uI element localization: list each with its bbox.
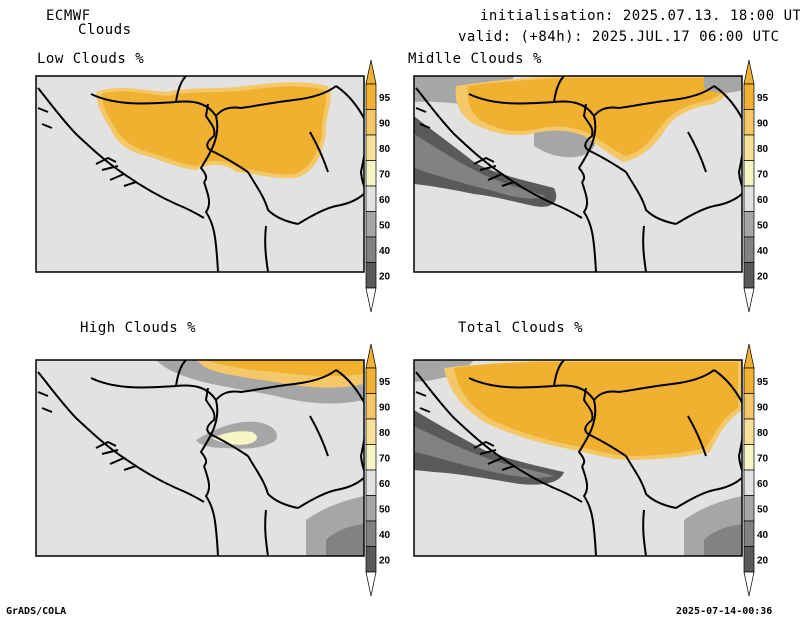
colorbar-swatch-40 [743,236,755,263]
colorbar-label-90: 90 [757,118,769,129]
colorbar-swatch-80 [365,418,377,445]
colorbar-swatch-40 [365,236,377,263]
valid-time: valid: (+84h): 2025.JUL.17 06:00 UTC [458,29,780,45]
footer-software: GrADS/COLA [6,606,67,617]
colorbar-swatch-20 [365,546,377,573]
colorbar-bottom: 95 90 80 70 60 50 40 20 [365,343,391,597]
colorbar-arrow-top [743,343,755,369]
colorbar-swatch-50 [365,211,377,238]
model-name: ECMWF [46,8,91,24]
colorbar-swatch-50 [743,495,755,522]
colorbar-label-60: 60 [379,195,391,206]
colorbar-swatch-40 [365,520,377,547]
colorbar-arrow-bottom [743,571,755,597]
colorbar-top: 95 90 80 70 60 50 40 20 [365,59,391,313]
colorbar-label-95: 95 [757,377,769,388]
panel-title-low: Low Clouds % [37,51,145,67]
colorbar-top-right: 95 90 80 70 60 50 40 20 [743,59,769,313]
colorbar-swatch-70 [365,444,377,471]
colorbar-swatch-70 [743,444,755,471]
colorbar-swatch-80 [743,134,755,161]
colorbar-swatch-95 [743,83,755,110]
colorbar-label-70: 70 [379,453,391,464]
colorbar-swatch-90 [365,109,377,136]
colorbar-arrow-top [743,59,755,85]
colorbar-label-60: 60 [757,195,769,206]
colorbar-label-50: 50 [757,504,769,515]
panel-title-total: Total Clouds % [458,320,584,336]
colorbar-label-20: 20 [379,555,391,566]
colorbar-swatch-50 [365,495,377,522]
colorbar-label-20: 20 [379,271,391,282]
colorbar-swatch-20 [365,262,377,289]
colorbar-swatch-95 [365,367,377,394]
colorbar-label-90: 90 [757,402,769,413]
colorbar-label-60: 60 [757,479,769,490]
colorbar-label-90: 90 [379,118,391,129]
colorbar-bottom-right: 95 90 80 70 60 50 40 20 [743,343,769,597]
colorbar-label-70: 70 [757,169,769,180]
colorbar-swatch-80 [743,418,755,445]
colorbar-label-60: 60 [379,479,391,490]
panel-title-high: High Clouds % [80,320,197,336]
colorbar-swatch-95 [365,83,377,110]
colorbar-swatch-90 [743,393,755,420]
colorbar-label-95: 95 [379,377,391,388]
colorbar-label-70: 70 [757,453,769,464]
colorbar-label-80: 80 [757,144,769,155]
colorbar-label-20: 20 [757,271,769,282]
colorbar-arrow-bottom [743,287,755,313]
colorbar-arrow-top [365,59,377,85]
colorbar-label-90: 90 [379,402,391,413]
colorbar-label-50: 50 [757,220,769,231]
colorbar-swatch-90 [365,393,377,420]
colorbar-label-80: 80 [757,428,769,439]
colorbar-arrow-top [365,343,377,369]
colorbar-label-50: 50 [379,504,391,515]
colorbar-swatch-80 [365,134,377,161]
colorbar-swatch-90 [743,109,755,136]
colorbar-swatch-50 [743,211,755,238]
colorbar-swatch-40 [743,520,755,547]
colorbar-swatch-20 [743,546,755,573]
colorbar-swatch-60 [743,185,755,212]
colorbar-label-40: 40 [757,246,769,257]
colorbar-label-40: 40 [379,530,391,541]
colorbar-label-80: 80 [379,428,391,439]
colorbar-swatch-60 [743,469,755,496]
colorbar-label-40: 40 [757,530,769,541]
colorbar-arrow-bottom [365,571,377,597]
product-name: Clouds [78,22,132,38]
colorbar-label-95: 95 [757,93,769,104]
colorbar-label-95: 95 [379,93,391,104]
colorbar-arrow-bottom [365,287,377,313]
colorbar-swatch-60 [365,469,377,496]
colorbar-swatch-70 [365,160,377,187]
colorbar-label-40: 40 [379,246,391,257]
colorbar-swatch-60 [365,185,377,212]
initialisation-time: initialisation: 2025.07.13. 18:00 UTC [480,8,800,24]
colorbar-label-80: 80 [379,144,391,155]
colorbar-swatch-95 [743,367,755,394]
colorbar-label-20: 20 [757,555,769,566]
colorbar-label-70: 70 [379,169,391,180]
colorbar-swatch-70 [743,160,755,187]
colorbar-label-50: 50 [379,220,391,231]
panel-title-middle: Midlle Clouds % [408,51,542,67]
footer-timestamp: 2025-07-14-00:36 [676,606,773,617]
colorbar-swatch-20 [743,262,755,289]
